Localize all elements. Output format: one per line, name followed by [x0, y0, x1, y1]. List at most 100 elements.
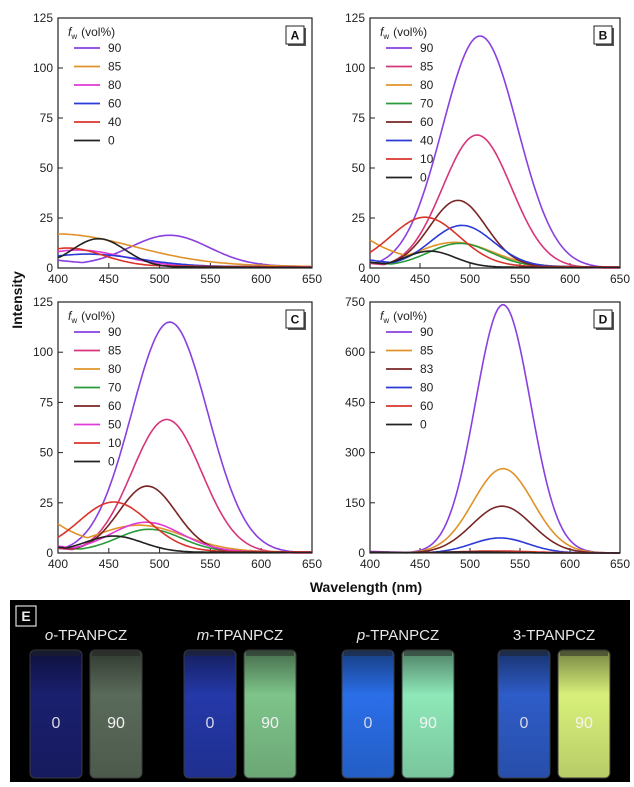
vial-rim: [560, 650, 608, 656]
legend-label: 90: [108, 325, 122, 339]
vial-label: 0: [364, 715, 373, 732]
y-tick-label: 450: [345, 395, 365, 409]
x-tick-label: 650: [610, 557, 630, 571]
panel-label: D: [599, 313, 608, 327]
panel-label-box: [285, 309, 305, 329]
panel-label: B: [599, 29, 608, 43]
series-line-0: [370, 551, 620, 554]
x-tick-label: 600: [251, 272, 271, 286]
x-tick-label: 600: [560, 272, 580, 286]
legend-label: 0: [108, 455, 115, 469]
vial-rim: [92, 650, 140, 656]
vial: [401, 649, 455, 779]
series-line-85: [57, 418, 312, 554]
legend-title: fw (vol%): [68, 309, 115, 325]
y-tick-label: 0: [46, 546, 53, 560]
legend-label: 90: [108, 41, 122, 55]
y-tick-label: 150: [345, 496, 365, 510]
series-line-0: [369, 250, 620, 269]
legend-label: 10: [108, 436, 122, 450]
x-tick-label: 500: [150, 272, 170, 286]
legend-label: 85: [420, 60, 434, 74]
legend-label: 80: [420, 78, 434, 92]
panel-label: C: [291, 313, 300, 327]
y-tick-label: 25: [352, 211, 366, 225]
y-tick-label: 100: [33, 345, 53, 359]
vial-label: 0: [52, 715, 61, 732]
x-tick-label: 550: [200, 557, 220, 571]
legend-label: 90: [420, 325, 434, 339]
y-tick-label: 125: [345, 11, 365, 25]
y-tick-label: 125: [33, 295, 53, 309]
legend-label: 85: [108, 344, 122, 358]
vial-rim: [500, 650, 548, 656]
legend-label: 83: [420, 362, 434, 376]
series-line-83: [369, 505, 620, 554]
vial-label: 0: [206, 715, 215, 732]
y-tick-label: 0: [358, 546, 365, 560]
legend-label: 60: [420, 115, 434, 129]
x-tick-label: 600: [251, 557, 271, 571]
series-line-90: [369, 35, 621, 269]
legend-label: 50: [108, 418, 122, 432]
y-tick-label: 50: [40, 161, 54, 175]
vial-group-title: p-TPANPCZ: [356, 627, 439, 644]
y-tick-label: 125: [33, 11, 53, 25]
plot-frame: [57, 17, 313, 269]
y-tick-label: 50: [352, 161, 366, 175]
vial-group: m-TPANPCZ 0 90: [183, 627, 297, 779]
legend-label: 80: [108, 78, 122, 92]
legend-label: 0: [108, 134, 115, 148]
legend-label: 60: [108, 399, 122, 413]
vial-rim: [404, 650, 452, 656]
panel-label-box: [593, 309, 613, 329]
vial-label: 90: [575, 715, 593, 732]
y-tick-label: 25: [40, 211, 54, 225]
vial: [497, 649, 551, 779]
plot-frame: [57, 301, 313, 554]
vial-group: 3-TPANPCZ 0 90: [497, 627, 611, 779]
legend-label: 80: [420, 381, 434, 395]
y-tick-label: 600: [345, 345, 365, 359]
y-tick-label: 75: [40, 395, 54, 409]
vial-group-title: m-TPANPCZ: [197, 627, 283, 644]
x-tick-label: 400: [360, 272, 380, 286]
vial-rim: [32, 650, 80, 656]
x-tick-label: 650: [302, 272, 322, 286]
legend-label: 60: [420, 399, 434, 413]
y-tick-label: 0: [46, 261, 53, 275]
x-tick-label: 450: [99, 272, 119, 286]
panel-label: A: [291, 29, 300, 43]
x-tick-label: 450: [99, 557, 119, 571]
y-tick-label: 750: [345, 295, 365, 309]
vial-group-title: o-TPANPCZ: [45, 627, 127, 644]
vial-rim: [246, 650, 294, 656]
series-line-60: [57, 485, 312, 553]
plot-frame: [369, 301, 621, 554]
vial: [183, 649, 237, 779]
legend-title: fw (vol%): [380, 309, 427, 325]
x-tick-label: 450: [410, 557, 430, 571]
plot-frame: [369, 17, 621, 269]
legend-label: 40: [420, 134, 434, 148]
legend-label: 10: [420, 152, 434, 166]
legend-label: 60: [108, 97, 122, 111]
vial: [341, 649, 395, 779]
series-line-90: [57, 321, 313, 554]
x-tick-label: 400: [48, 557, 68, 571]
series-line-0: [57, 535, 312, 554]
series-line-0: [57, 237, 312, 269]
series-line-90: [369, 304, 620, 554]
y-tick-label: 25: [40, 496, 54, 510]
x-tick-label: 450: [410, 272, 430, 286]
y-tick-label: 75: [352, 111, 366, 125]
legend-label: 70: [108, 381, 122, 395]
panel-label-box: [593, 25, 613, 45]
vial-group-title: 3-TPANPCZ: [513, 627, 595, 644]
legend-label: 85: [420, 344, 434, 358]
